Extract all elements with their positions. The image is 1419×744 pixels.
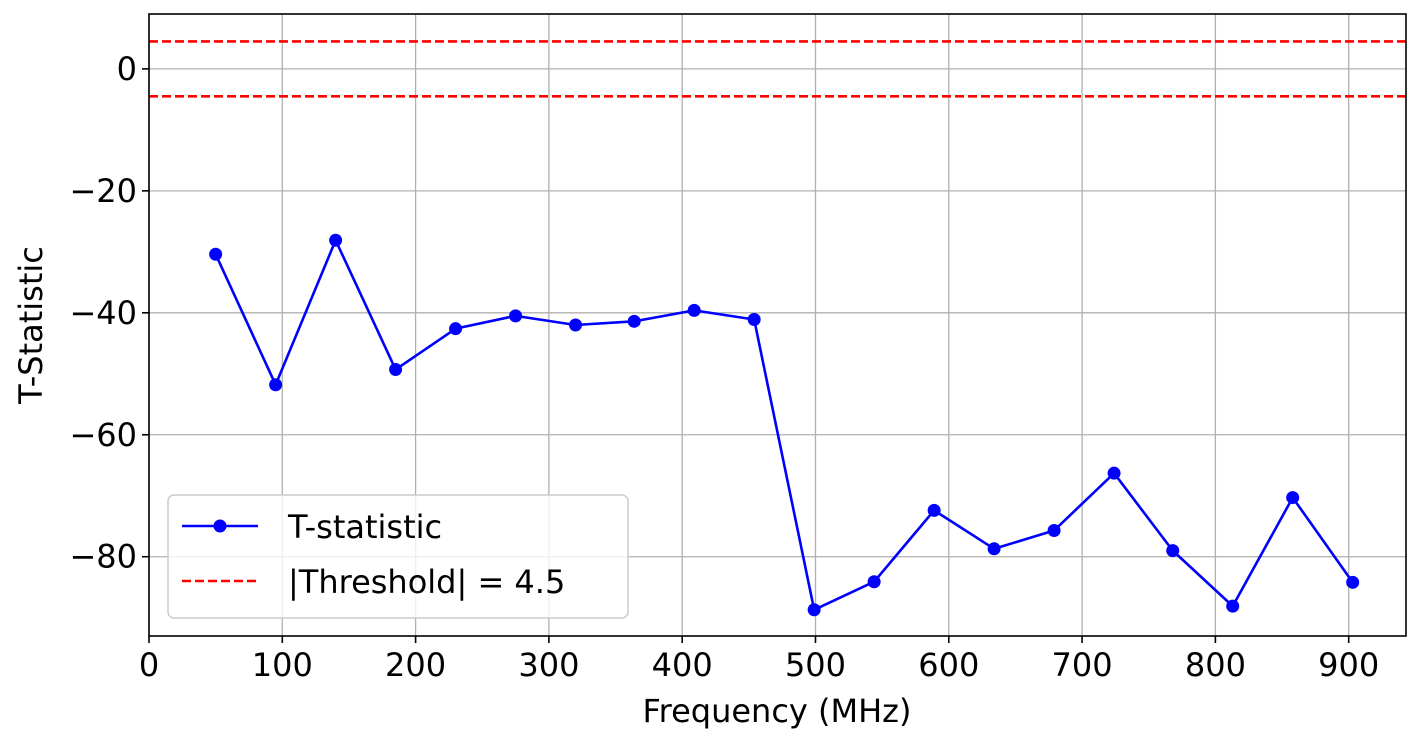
x-tick-label: 800: [1185, 646, 1246, 684]
y-axis-label: T-Statistic: [12, 246, 50, 405]
data-point: [987, 542, 1001, 556]
x-axis-ticks: 0 100 200 300 400 500 600 700 800 900: [139, 636, 1379, 684]
data-point: [269, 378, 283, 392]
data-point: [329, 233, 343, 247]
x-tick-label: 0: [139, 646, 159, 684]
y-tick-label: −40: [69, 294, 137, 332]
legend-series-label: T-statistic: [287, 508, 442, 546]
data-point: [807, 603, 821, 617]
data-point: [1107, 466, 1121, 480]
y-tick-label: −60: [69, 416, 137, 454]
x-tick-label: 200: [385, 646, 446, 684]
data-point: [747, 313, 761, 327]
data-point: [867, 575, 881, 589]
series-line: [214, 238, 1354, 612]
data-point: [687, 303, 701, 317]
x-tick-label: 900: [1318, 646, 1379, 684]
data-point: [1166, 544, 1180, 558]
x-tick-label: 300: [518, 646, 579, 684]
data-point: [389, 363, 403, 377]
y-tick-label: −20: [69, 172, 137, 210]
data-point: [1226, 599, 1240, 613]
x-axis-label: Frequency (MHz): [643, 692, 912, 730]
plot-frame: [148, 13, 1407, 637]
x-tick-label: 700: [1052, 646, 1113, 684]
x-tick-label: 600: [918, 646, 979, 684]
data-point: [627, 314, 641, 328]
data-point: [927, 503, 941, 517]
y-tick-label: −80: [69, 538, 137, 576]
legend-frame: [167, 494, 629, 619]
y-tick-label: 0: [117, 50, 137, 88]
x-tick-label: 400: [652, 646, 713, 684]
legend-threshold-label: |Threshold| = 4.5: [288, 563, 565, 601]
data-point: [449, 322, 463, 336]
data-point: [1286, 491, 1300, 505]
data-point: [209, 247, 223, 261]
threshold-lines: [149, 40, 1406, 98]
series-layer: [209, 233, 1360, 617]
x-tick-label: 100: [252, 646, 313, 684]
legend-series-marker: [213, 519, 227, 533]
legend: T-statistic |Threshold| = 4.5: [167, 494, 629, 619]
data-point: [1346, 575, 1360, 589]
data-point: [1047, 524, 1061, 538]
data-point: [569, 318, 583, 332]
x-tick-label: 500: [785, 646, 846, 684]
y-axis-ticks: 0 −20 −40 −60 −80: [69, 50, 149, 576]
data-point: [509, 309, 523, 323]
